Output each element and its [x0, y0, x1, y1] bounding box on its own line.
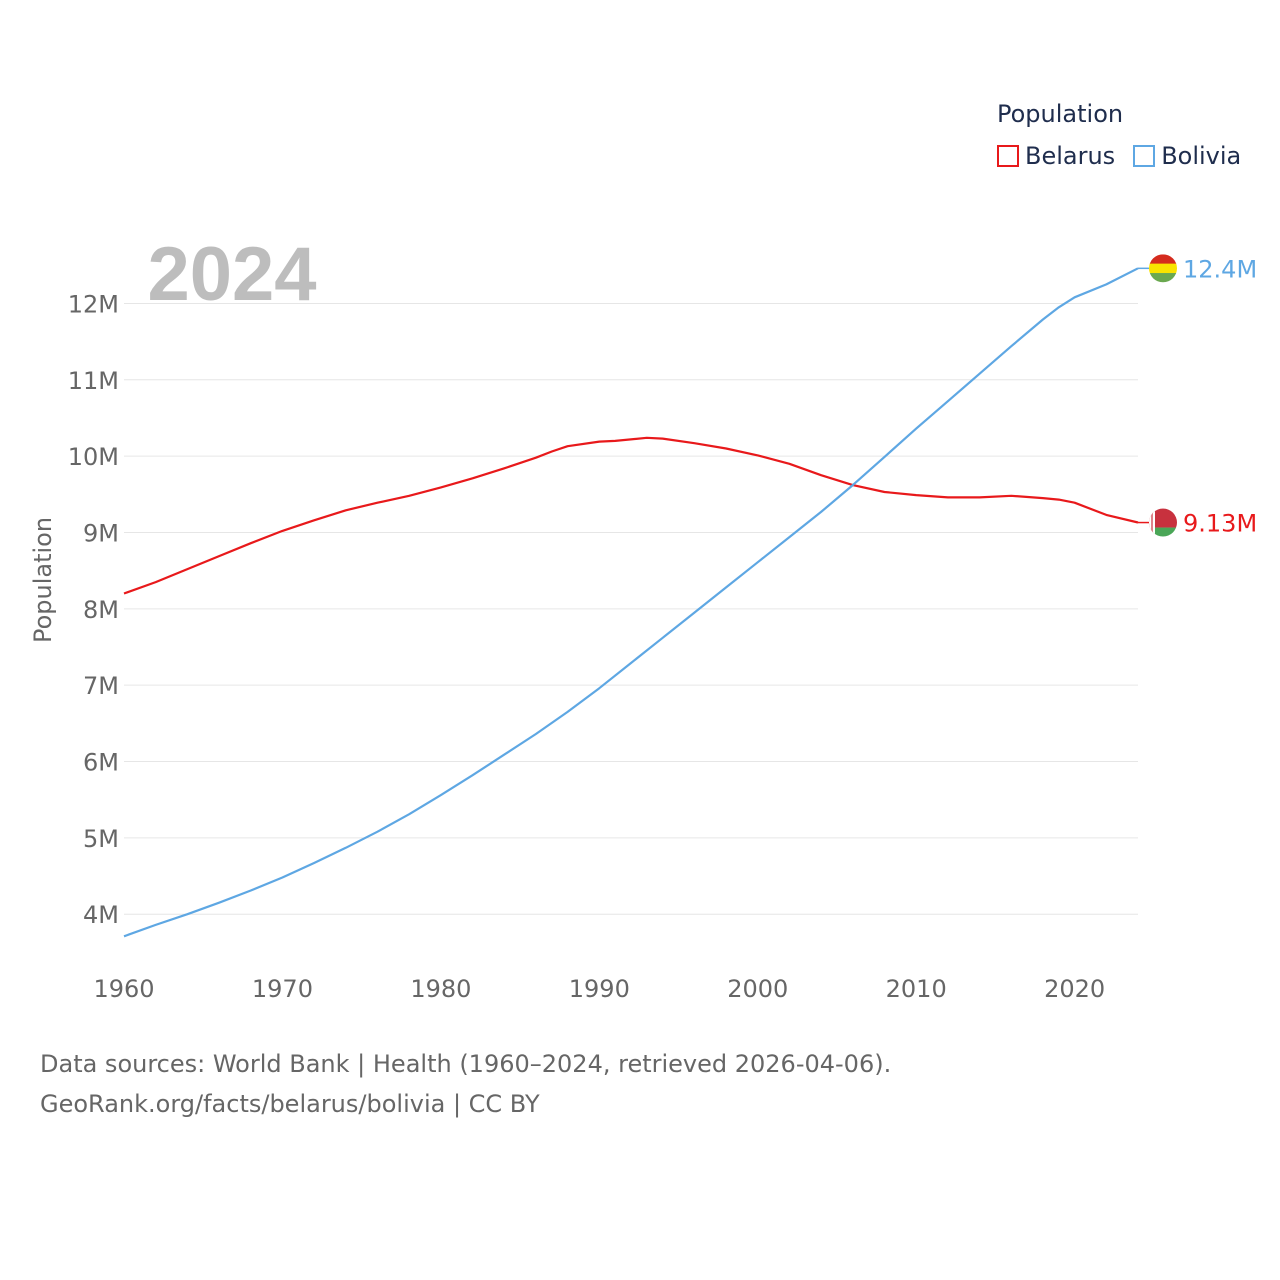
data-source-note: Data sources: World Bank | Health (1960–… [40, 1044, 891, 1124]
gridlines [124, 302, 1138, 915]
x-axis-tick-labels: 1960 1970 1980 1990 2000 2010 2020 [93, 975, 1105, 1003]
y-tick-label: 6M [83, 749, 119, 777]
x-tick-label: 1960 [93, 975, 154, 1003]
y-tick-label: 8M [83, 596, 119, 624]
legend: Belarus Bolivia [997, 142, 1259, 170]
series-end-markers: 9.13M 12.4M [1138, 254, 1257, 538]
legend-swatch-bolivia [1133, 145, 1156, 167]
x-tick-label: 1970 [252, 975, 313, 1003]
legend-label-belarus: Belarus [1025, 142, 1116, 170]
y-axis-tick-labels: 4M 5M 6M 7M 8M 9M 10M 11M 12M [68, 290, 119, 929]
legend-swatch-belarus [997, 145, 1019, 167]
y-tick-label: 11M [68, 367, 119, 395]
x-tick-label: 1980 [410, 975, 471, 1003]
end-value-label-belarus: 9.13M [1183, 510, 1257, 538]
x-tick-label: 2000 [727, 975, 788, 1003]
legend-item-belarus[interactable]: Belarus [997, 142, 1115, 170]
legend-label-bolivia: Bolivia [1161, 142, 1242, 170]
belarus-flag-icon [1149, 508, 1177, 537]
y-tick-label: 7M [83, 672, 119, 700]
y-tick-label: 10M [68, 443, 119, 471]
x-tick-label: 2010 [886, 975, 947, 1003]
legend-title: Population [997, 100, 1124, 128]
legend-item-bolivia[interactable]: Bolivia [1133, 142, 1241, 170]
y-axis-title: Population [29, 517, 57, 643]
source-line-1: Data sources: World Bank | Health (1960–… [40, 1050, 892, 1078]
series-line-bolivia [123, 267, 1139, 938]
y-tick-label: 12M [68, 290, 119, 318]
year-label: 2024 [147, 232, 316, 317]
bolivia-flag-icon [1149, 254, 1177, 283]
y-tick-label: 9M [83, 519, 119, 547]
source-line-2[interactable]: GeoRank.org/facts/belarus/bolivia | CC B… [40, 1090, 540, 1118]
y-tick-label: 4M [83, 901, 119, 929]
x-tick-label: 1990 [569, 975, 630, 1003]
y-tick-label: 5M [83, 825, 119, 853]
series-lines [123, 267, 1139, 938]
series-line-belarus [123, 436, 1139, 595]
x-tick-label: 2020 [1044, 975, 1105, 1003]
end-value-label-bolivia: 12.4M [1183, 255, 1257, 283]
